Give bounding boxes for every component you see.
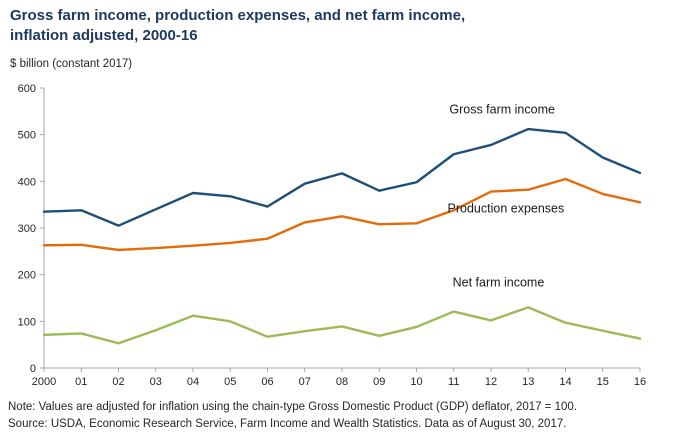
y-tick-label: 400 [18, 176, 36, 188]
x-tick-label: 15 [597, 376, 609, 388]
note-text: Note: Values are adjusted for inflation … [8, 401, 578, 413]
x-tick-label: 10 [410, 376, 422, 388]
chart-title-line-1: Gross farm income, production expenses, … [10, 7, 466, 24]
x-tick-label: 12 [485, 376, 497, 388]
y-tick-label: 500 [18, 130, 36, 142]
x-tick-label: 02 [112, 376, 124, 388]
chart-title: Gross farm income, production expenses, … [10, 6, 630, 47]
source-text: Source: USDA, Economic Research Service,… [8, 418, 567, 431]
y-tick-label: 0 [30, 363, 36, 375]
series-label-net-farm-income: Net farm income [453, 275, 545, 289]
x-tick-label: 06 [261, 376, 273, 388]
x-tick-label: 04 [187, 376, 199, 388]
y-tick-label: 100 [18, 316, 36, 328]
series-label-production-expenses: Production expenses [448, 202, 565, 216]
y-tick-label: 200 [18, 270, 36, 282]
x-tick-label: 14 [559, 376, 571, 388]
series-line-net-farm-income [42, 306, 642, 345]
series-line-gross-farm-income [42, 127, 642, 227]
x-tick-label: 05 [224, 376, 236, 388]
series-line-production-expenses [42, 177, 642, 252]
y-tick-label: 300 [18, 223, 36, 235]
x-tick-label: 03 [150, 376, 162, 388]
series-label-gross-farm-income: Gross farm income [449, 103, 555, 117]
x-tick-label: 01 [75, 376, 87, 388]
x-tick-label: 09 [373, 376, 385, 388]
x-tick-label: 08 [336, 376, 348, 388]
footnotes: Note: Values are adjusted for inflation … [8, 399, 673, 434]
x-tick-label: 11 [448, 376, 459, 388]
line-chart-svg: 0 100 200 300 400 500 600 2000 01 02 03 04 05 06 07 08 0… [18, 83, 646, 388]
x-tick-label: 13 [522, 376, 534, 388]
y-axis-unit-label: $ billion (constant 2017) [10, 58, 133, 70]
x-tick-label: 16 [634, 376, 646, 388]
y-tick-label: 600 [18, 83, 36, 95]
x-tick-label: 07 [299, 376, 311, 388]
chart-title-line-2: inflation adjusted, 2000-16 [10, 27, 198, 45]
x-tick-label: 2000 [32, 376, 56, 388]
line-chart: 0 100 200 300 400 500 600 2000 01 02 03 04 05 06 07 08 0… [0, 76, 677, 392]
